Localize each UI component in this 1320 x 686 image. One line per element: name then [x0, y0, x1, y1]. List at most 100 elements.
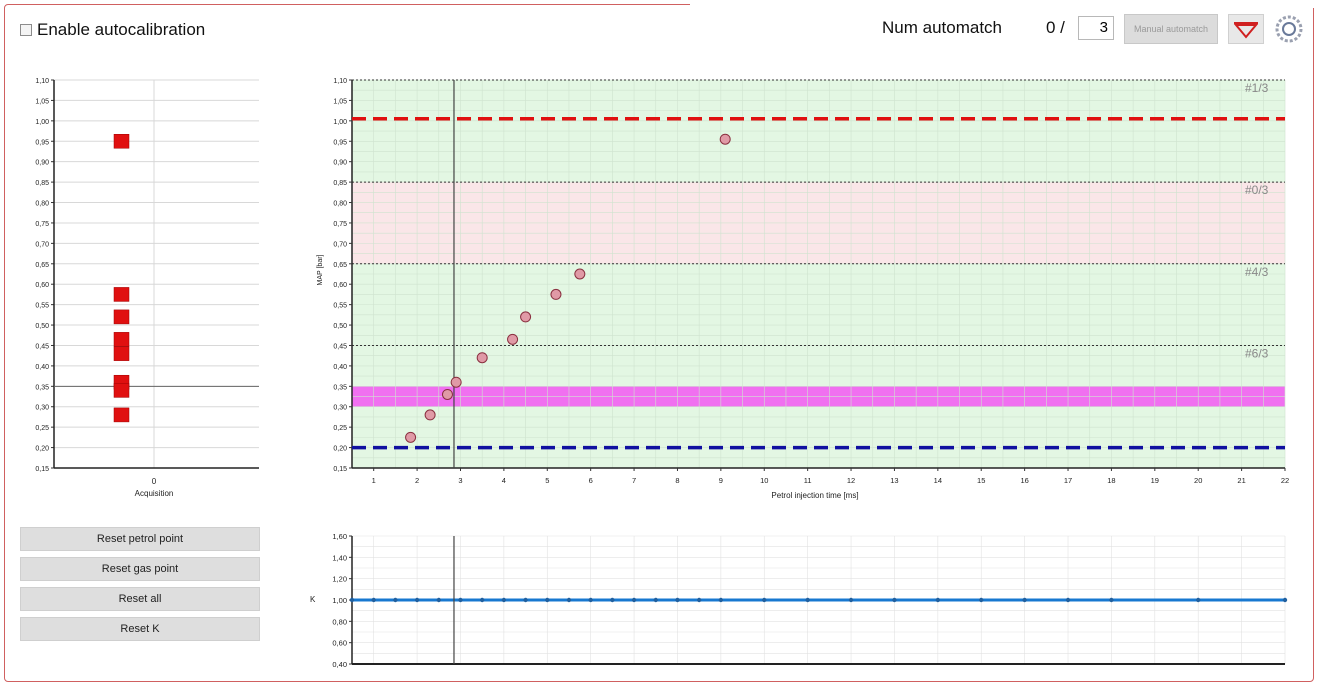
acquisition-y-tick-label: 0,80: [35, 201, 49, 208]
k-marker: [805, 597, 810, 603]
acquisition-y-tick-label: 0,20: [35, 446, 49, 453]
map-x-tick-label: 7: [632, 476, 636, 485]
k-marker: [979, 597, 984, 603]
k-marker: [479, 597, 485, 603]
map-y-tick-label: 0,35: [333, 384, 347, 391]
acquisition-point: [113, 134, 130, 149]
reset-gas-point-button[interactable]: Reset gas point: [20, 557, 260, 581]
automatch-total-input[interactable]: 3: [1078, 16, 1114, 40]
map-zone-label: #0/3: [1245, 183, 1269, 197]
k-marker: [653, 597, 658, 603]
k-marker: [762, 597, 767, 603]
map-x-tick-label: 9: [719, 476, 723, 485]
map-x-tick-label: 3: [458, 476, 462, 485]
map-data-point: [520, 311, 532, 323]
map-y-tick-label: 0,50: [333, 323, 347, 330]
k-marker: [371, 597, 376, 603]
k-marker: [848, 597, 854, 603]
k-marker: [696, 597, 702, 603]
k-y-tick-label: 1,20: [332, 575, 347, 584]
k-marker: [588, 597, 593, 603]
map-x-tick-label: 11: [804, 476, 812, 485]
map-data-point: [441, 388, 453, 400]
k-marker: [1022, 597, 1027, 603]
map-x-tick-label: 1: [372, 476, 376, 485]
acquisition-y-tick-label: 0,75: [35, 221, 49, 228]
k-marker: [436, 597, 441, 603]
k-y-tick-label: 1,60: [332, 532, 347, 541]
acquisition-y-tick-label: 0,65: [35, 262, 49, 269]
acquisition-point: [113, 346, 130, 361]
k-y-tick-label: 0,80: [332, 617, 347, 626]
k-marker: [675, 597, 680, 603]
k-marker: [414, 597, 420, 603]
filter-icon: [1233, 22, 1259, 39]
k-marker: [1065, 597, 1071, 603]
k-marker: [892, 597, 897, 603]
acquisition-y-tick-label: 1,05: [35, 98, 49, 105]
acquisition-y-tick-label: 0,90: [35, 160, 49, 167]
acquisition-y-tick-label: 0,85: [35, 180, 49, 187]
k-marker: [501, 597, 507, 603]
map-x-tick-label: 12: [847, 476, 855, 485]
map-injection-chart: #1/3 #0/3 #4/3 #6/3 0,15 0,20 0,25 0,30 0,35 0,4…: [317, 78, 1289, 500]
map-y-tick-label: 0,90: [333, 160, 347, 167]
map-y-tick-label: 0,40: [333, 364, 347, 371]
acquisition-y-tick-label: 0,45: [35, 343, 49, 350]
acquisition-x-tick: 0: [152, 477, 157, 486]
map-y-tick-label: 1,10: [333, 78, 347, 85]
reset-k-button[interactable]: Reset K: [20, 617, 260, 641]
map-x-tick-label: 2: [415, 476, 419, 485]
filter-button[interactable]: [1228, 14, 1264, 44]
map-x-tick-label: 18: [1107, 476, 1115, 485]
num-automatch-label: Num automatch: [882, 18, 1002, 37]
map-y-tick-label: 0,20: [333, 446, 347, 453]
k-marker: [545, 597, 550, 603]
k-marker: [1109, 597, 1114, 603]
reset-all-button[interactable]: Reset all: [20, 587, 260, 611]
map-data-point: [507, 333, 519, 345]
acquisition-y-tick-label: 0,70: [35, 241, 49, 248]
acquisition-y-tick-label: 0,95: [35, 139, 49, 146]
acquisition-y-tick-label: 0,55: [35, 303, 49, 310]
acquisition-chart: 0,15 0,20 0,25 0,30 0,35 0,40 0,45 0,50 0,55 0,60…: [35, 78, 259, 498]
map-y-tick-label: 1,00: [333, 119, 347, 126]
acquisition-point: [113, 383, 130, 398]
map-y-tick-label: 0,80: [333, 201, 347, 208]
map-x-tick-label: 6: [589, 476, 593, 485]
k-marker: [610, 597, 615, 603]
k-marker: [1196, 597, 1201, 603]
map-data-point: [424, 409, 436, 421]
autocalibration-checkbox[interactable]: [20, 24, 32, 36]
injection-x-axis-label: Petrol injection time [ms]: [771, 491, 858, 500]
k-y-tick-label: 0,60: [332, 639, 347, 648]
acquisition-y-tick-label: 0,50: [35, 323, 49, 330]
map-data-point: [450, 376, 462, 388]
map-x-tick-label: 20: [1194, 476, 1202, 485]
acquisition-point: [113, 332, 130, 347]
k-marker: [1282, 597, 1288, 603]
map-y-tick-label: 1,05: [333, 98, 347, 105]
map-x-tick-label: 4: [502, 476, 506, 485]
k-factor-chart: 0,40 0,60 0,80 1,00 1,20 1,40 1,60 K: [310, 532, 1288, 669]
map-y-tick-label: 0,85: [333, 180, 347, 187]
map-y-tick-label: 0,70: [333, 241, 347, 248]
k-y-axis-label: K: [310, 595, 316, 604]
automatch-count: 0 /: [1046, 18, 1065, 37]
map-x-tick-label: 16: [1020, 476, 1028, 485]
manual-automatch-button[interactable]: Manual automatch: [1124, 14, 1218, 44]
window-edge-gap: [690, 0, 1320, 8]
acquisition-y-tick-label: 0,40: [35, 364, 49, 371]
acquisition-point: [113, 407, 130, 423]
map-x-tick-label: 22: [1281, 476, 1289, 485]
map-x-tick-label: 10: [760, 476, 768, 485]
map-x-tick-label: 19: [1151, 476, 1159, 485]
acquisition-point: [113, 287, 130, 302]
reset-petrol-point-button[interactable]: Reset petrol point: [20, 527, 260, 551]
settings-button[interactable]: [1272, 12, 1306, 46]
map-data-point: [405, 431, 417, 443]
acquisition-x-label: Acquisition: [135, 489, 174, 498]
k-marker: [349, 597, 355, 603]
map-zone-label: #1/3: [1245, 81, 1269, 95]
k-y-tick-label: 1,00: [332, 596, 347, 605]
